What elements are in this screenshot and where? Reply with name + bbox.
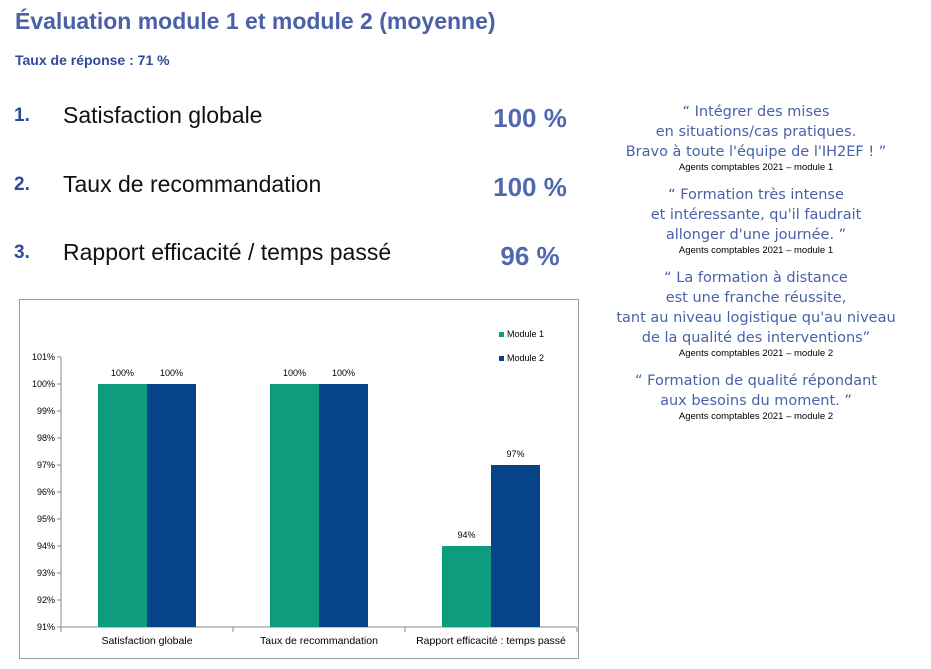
bar-chart-frame: 91% 92% 93% 94% 95% 96% 97% 98% 99% 100% 101% 100% 1… — [19, 299, 579, 659]
testimonial-text: “ Formation de qualité répondant aux bes… — [635, 373, 877, 409]
y-tick-label: 93% — [37, 568, 55, 578]
kpi-label-recommendation: Taux de recommandation — [63, 171, 322, 197]
y-tick-label: 91% — [37, 622, 55, 632]
kpi-value-satisfaction: 100 % — [493, 103, 567, 133]
kpi-label-satisfaction: Satisfaction globale — [63, 102, 263, 128]
legend-swatch — [499, 356, 504, 361]
y-tick-label: 95% — [37, 514, 55, 524]
legend-swatch — [499, 332, 504, 337]
kpi-label-efficiency: Rapport efficacité / temps passé — [63, 239, 392, 265]
y-tick-label: 100% — [32, 379, 55, 389]
data-label: 100% — [160, 368, 183, 378]
testimonial-author: Agents comptables 2021 – module 1 — [678, 162, 834, 173]
bar — [319, 384, 368, 627]
data-label: 100% — [332, 368, 355, 378]
y-tick-label: 92% — [37, 595, 55, 605]
kpi-number-1: 1. — [14, 105, 30, 126]
data-label: 94% — [457, 530, 475, 540]
y-tick-label: 94% — [37, 541, 55, 551]
y-tick-label: 98% — [37, 433, 55, 443]
response-rate: Taux de réponse : 71 % — [15, 52, 170, 68]
testimonial: “ La formation à distance est une franch… — [588, 268, 924, 359]
testimonial-text: “ Intégrer des mises en situations/cas p… — [625, 104, 887, 160]
testimonial-text: “ La formation à distance est une franch… — [616, 270, 896, 346]
bar — [147, 384, 196, 627]
testimonial-author: Agents comptables 2021 – module 2 — [678, 411, 834, 422]
kpi-value-efficiency: 96 % — [500, 241, 560, 271]
data-label: 97% — [506, 449, 524, 459]
bar — [442, 546, 491, 627]
x-category-label: Satisfaction globale — [101, 635, 192, 647]
y-tick-label: 99% — [37, 406, 55, 416]
kpi-number-3: 3. — [14, 242, 30, 263]
testimonial: “ Formation très intense et intéressante… — [588, 185, 924, 256]
bar — [270, 384, 319, 627]
data-label: 100% — [111, 368, 134, 378]
testimonial-text: “ Formation très intense et intéressante… — [650, 187, 862, 243]
bar-chart: 91% 92% 93% 94% 95% 96% 97% 98% 99% 100% 101% 100% 1… — [32, 329, 578, 647]
y-tick-label: 96% — [37, 487, 55, 497]
x-category-label: Taux de recommandation — [260, 635, 378, 647]
kpi-number-2: 2. — [14, 174, 30, 195]
x-category-label: Rapport efficacité : temps passé — [416, 635, 566, 647]
testimonial-author: Agents comptables 2021 – module 1 — [678, 245, 834, 256]
bar — [491, 465, 540, 627]
legend-label: Module 1 — [507, 329, 544, 339]
kpi-value-recommendation: 100 % — [493, 172, 567, 202]
y-tick-label: 101% — [32, 352, 55, 362]
testimonials: “ Intégrer des mises en situations/cas p… — [588, 102, 924, 434]
testimonial: “ Intégrer des mises en situations/cas p… — [588, 102, 924, 173]
page-title: Évaluation module 1 et module 2 (moyenne… — [15, 8, 496, 34]
testimonial-author: Agents comptables 2021 – module 2 — [678, 348, 834, 359]
data-label: 100% — [283, 368, 306, 378]
y-tick-label: 97% — [37, 460, 55, 470]
bar — [98, 384, 147, 627]
legend-label: Module 2 — [507, 353, 544, 363]
testimonial: “ Formation de qualité répondant aux bes… — [588, 371, 924, 422]
